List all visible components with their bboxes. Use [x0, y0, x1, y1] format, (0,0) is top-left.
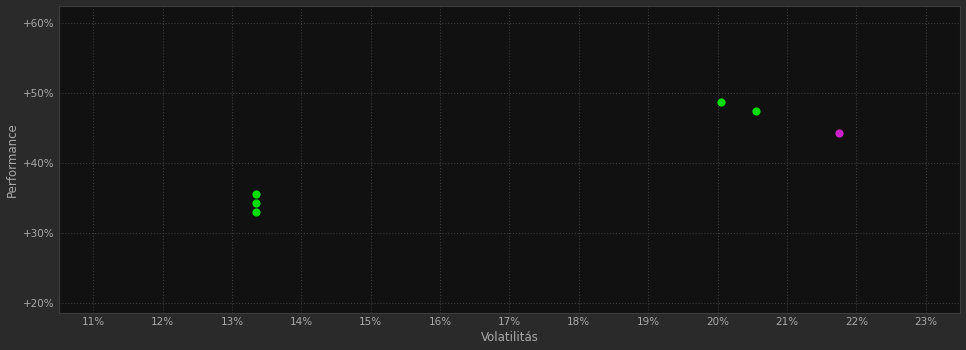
Point — [748, 108, 763, 114]
X-axis label: Volatilitás: Volatilitás — [480, 331, 538, 344]
Y-axis label: Performance: Performance — [6, 122, 18, 197]
Point — [713, 99, 728, 105]
Point — [248, 210, 264, 215]
Point — [248, 191, 264, 197]
Point — [248, 201, 264, 206]
Point — [832, 130, 847, 135]
